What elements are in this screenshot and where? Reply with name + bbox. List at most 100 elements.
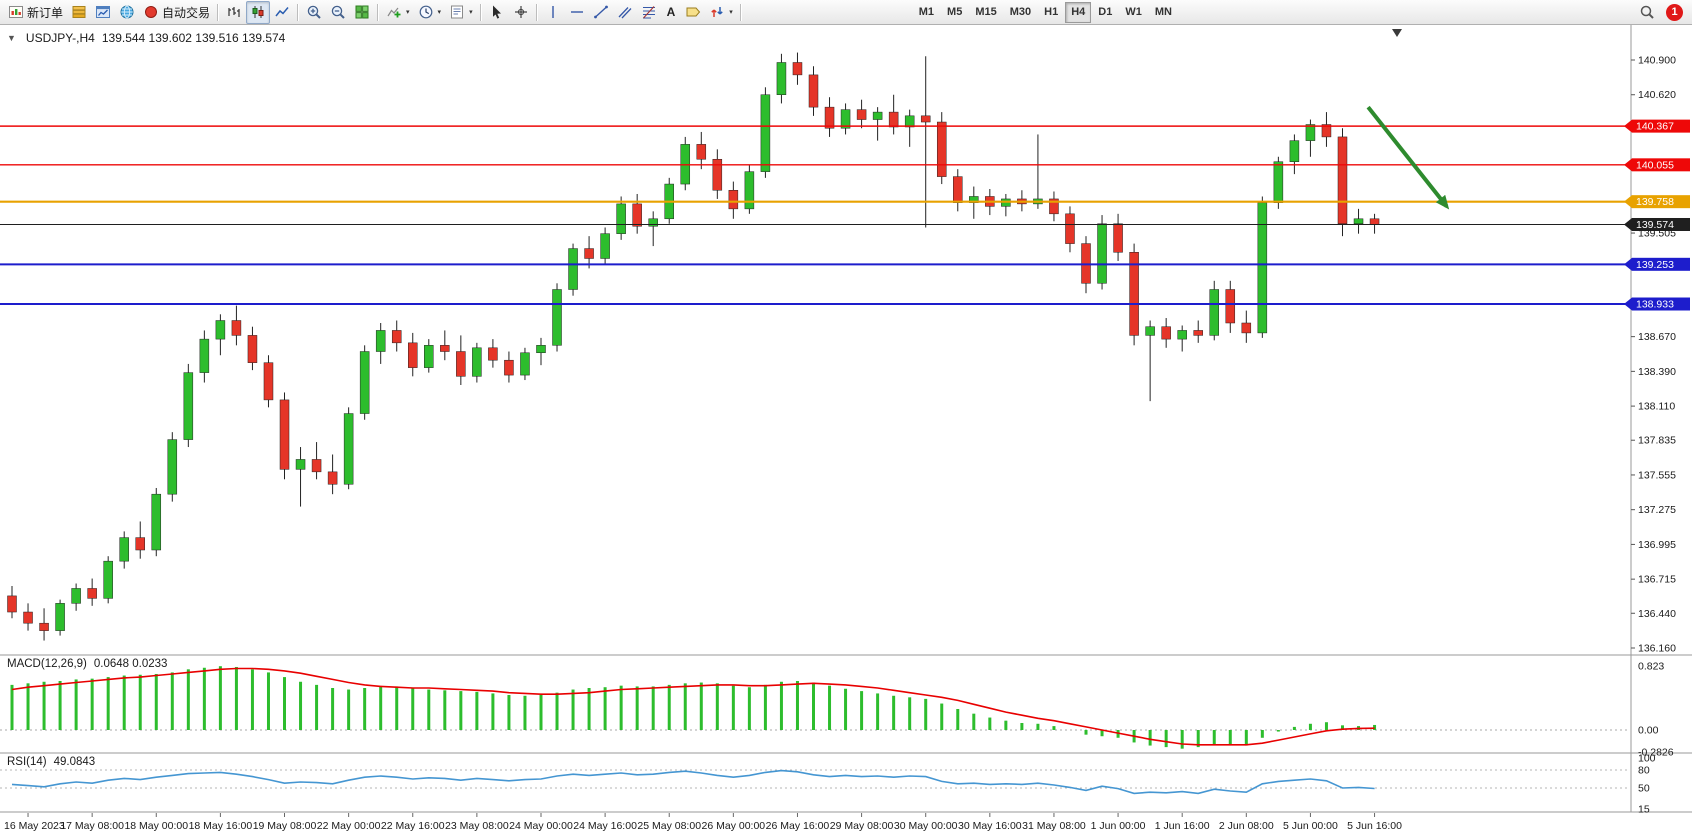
trendline-icon <box>593 5 608 19</box>
candlestick-mode-button[interactable] <box>246 0 271 24</box>
chevron-down-icon: ▾ <box>729 9 733 16</box>
cursor-tool-button[interactable] <box>485 1 509 24</box>
rsi-name: RSI(14) <box>7 756 47 768</box>
level-price-badge <box>1632 195 1690 209</box>
rsi-axis-label: 50 <box>1638 783 1650 795</box>
autotrading-button[interactable]: 自动交易 <box>139 1 214 24</box>
bear-candle <box>728 190 739 210</box>
community-button[interactable] <box>115 1 139 24</box>
arrows-dropdown-button[interactable]: ▾ <box>705 1 737 24</box>
bull-candle <box>616 203 626 234</box>
bear-candle <box>936 121 947 177</box>
bear-candle <box>247 335 258 363</box>
bull-candle <box>648 218 658 227</box>
bear-candle <box>327 471 338 485</box>
line-chart-mode-button[interactable] <box>270 1 294 24</box>
search-icon <box>1640 5 1654 19</box>
crosshair-tool-button[interactable] <box>509 1 533 24</box>
level-price-badge-label: 139.253 <box>1636 259 1674 271</box>
bear-candle <box>1065 213 1075 244</box>
autotrading-status-icon <box>145 6 158 18</box>
zoom-out-button[interactable] <box>326 1 350 24</box>
fibonacci-tool-button[interactable] <box>637 1 661 24</box>
indicators-dropdown-button[interactable]: ▾ <box>382 1 414 24</box>
trendline-tool-button[interactable] <box>589 1 613 24</box>
bear-candle <box>135 537 145 551</box>
channel-tool-button[interactable] <box>613 1 637 24</box>
bar-chart-mode-button[interactable] <box>222 1 246 24</box>
macd-signal-line <box>11 667 1375 746</box>
timeframe-button-mn[interactable]: MN <box>1154 6 1172 18</box>
fibonacci-icon <box>642 6 655 19</box>
time-axis-label: 18 May 16:00 <box>189 820 253 832</box>
chart-window-button[interactable] <box>91 1 115 24</box>
search-button[interactable] <box>1635 1 1659 24</box>
templates-dropdown-button[interactable]: ▾ <box>445 1 477 24</box>
time-axis-label: 16 May 2023 <box>4 820 65 832</box>
vertical-line-icon <box>551 6 554 18</box>
new-order-button[interactable]: 新订单 <box>4 1 67 24</box>
bear-candle <box>279 399 290 470</box>
price-axis-label: 138.390 <box>1638 366 1676 378</box>
crosshair-icon <box>514 6 527 18</box>
chart-shift-marker[interactable] <box>1392 29 1402 37</box>
timeframe-button-d1[interactable]: D1 <box>1098 6 1113 18</box>
bull-candle <box>183 372 194 440</box>
level-price-badge <box>1632 158 1690 172</box>
macd-indicator-label: MACD(12,26,9) 0.0648 0.0233 <box>7 658 167 670</box>
notification-badge[interactable]: 1 <box>1666 3 1683 21</box>
bear-candle <box>87 588 97 599</box>
vertical-line-tool-button[interactable] <box>541 1 565 24</box>
bar-chart-icon <box>228 7 240 17</box>
text-label-tool-button[interactable] <box>681 1 705 24</box>
bear-candle <box>1129 252 1139 336</box>
macd-axis-label: -0.2826 <box>1638 746 1674 758</box>
bear-candle <box>1225 289 1236 324</box>
metaeditor-button[interactable] <box>67 1 91 24</box>
price-axis-label: 136.995 <box>1638 539 1676 551</box>
price-axis-label: 140.620 <box>1638 89 1676 101</box>
bull-candle <box>1209 289 1219 336</box>
toolbar-right-group: 1 <box>1635 1 1688 24</box>
trend-arrow-annotation[interactable] <box>1366 105 1450 210</box>
timeframe-button-m1[interactable]: M1 <box>918 6 935 18</box>
level-price-badge-pointer <box>1624 257 1632 271</box>
time-axis-label: 22 May 00:00 <box>317 820 381 832</box>
bear-candle <box>7 595 17 613</box>
bull-candle <box>776 62 787 95</box>
periods-dropdown-button[interactable]: ▾ <box>414 1 446 24</box>
timeframe-button-w1[interactable]: W1 <box>1125 6 1142 18</box>
price-axis-label: 137.275 <box>1638 504 1676 516</box>
zoom-in-button[interactable] <box>302 1 326 24</box>
price-axis-label: 136.440 <box>1638 608 1676 620</box>
bear-candle <box>584 248 594 259</box>
new-order-label: 新订单 <box>27 5 64 20</box>
bull-candle <box>55 603 65 631</box>
text-tool-button[interactable]: A <box>661 1 682 24</box>
horizontal-line-tool-button[interactable] <box>565 1 589 24</box>
bull-candle <box>1177 330 1187 340</box>
timeframe-button-m5[interactable]: M5 <box>947 6 963 18</box>
bear-candle <box>488 347 498 361</box>
bear-candle <box>1113 223 1123 253</box>
price-axis-label: 138.670 <box>1638 331 1676 343</box>
bull-candle <box>343 413 354 485</box>
timeframe-button-m30[interactable]: M30 <box>1009 6 1032 18</box>
template-icon <box>451 5 464 19</box>
tile-windows-button[interactable] <box>350 1 374 24</box>
one-click-trading-toggle[interactable]: ▼ <box>7 33 16 43</box>
bull-candle <box>375 330 386 352</box>
bear-candle <box>888 111 899 128</box>
timeframe-button-h4[interactable]: H4 <box>1065 1 1092 23</box>
cursor-icon <box>492 5 501 19</box>
rsi-indicator-label: RSI(14) 49.0843 <box>7 756 95 768</box>
bull-candle <box>600 233 610 259</box>
bear-candle <box>440 345 450 352</box>
bear-candle <box>632 203 642 227</box>
bear-candle <box>1337 136 1348 224</box>
timeframe-button-h1[interactable]: H1 <box>1044 6 1059 18</box>
price-chart-canvas[interactable]: 140.900140.620139.505138.670138.390138.1… <box>0 25 1692 839</box>
timeframe-button-m15[interactable]: M15 <box>975 6 997 18</box>
time-axis-label: 26 May 16:00 <box>766 820 830 832</box>
current-price-badge-pointer <box>1624 217 1632 231</box>
